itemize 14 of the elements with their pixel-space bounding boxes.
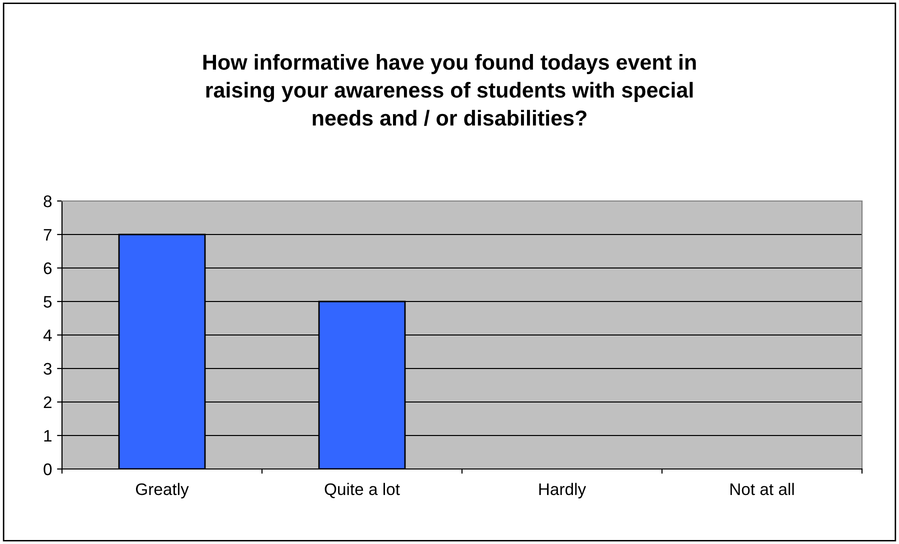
y-tick-label: 0 (44, 463, 52, 476)
y-tick-label: 3 (44, 362, 52, 375)
y-tick-label: 6 (44, 262, 52, 274)
y-tick-label: 2 (44, 396, 52, 408)
y-tick-label: 8 (44, 195, 52, 208)
x-tick-label: Hardly (539, 482, 586, 498)
y-tick-label: 7 (44, 229, 52, 241)
y-tick-label: 1 (44, 430, 52, 442)
x-tick-label: Quite a lot (324, 482, 400, 498)
x-tick-label: Not at all (730, 482, 794, 496)
x-tick-label: Greatly (136, 482, 189, 498)
y-tick-label: 4 (43, 330, 52, 342)
y-tick-label: 5 (44, 296, 52, 308)
chart-title: How informative have you found todays event in raising your awareness of students with special needs and / or disabilities? (203, 54, 696, 126)
